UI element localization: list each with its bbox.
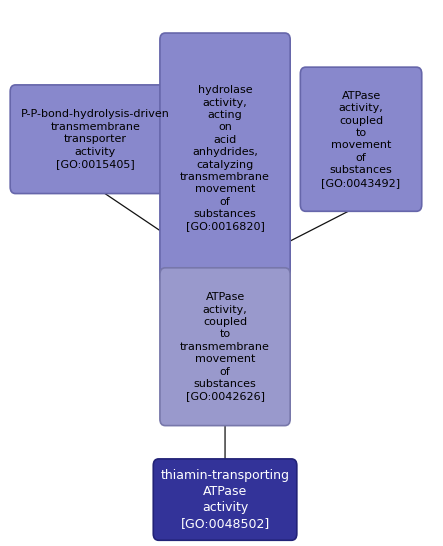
FancyBboxPatch shape (160, 33, 290, 284)
FancyBboxPatch shape (300, 67, 422, 211)
FancyBboxPatch shape (10, 85, 180, 194)
Text: hydrolase
activity,
acting
on
acid
anhydrides,
catalyzing
transmembrane
movement: hydrolase activity, acting on acid anhyd… (180, 85, 270, 232)
Text: P-P-bond-hydrolysis-driven
transmembrane
transporter
activity
[GO:0015405]: P-P-bond-hydrolysis-driven transmembrane… (21, 109, 170, 169)
FancyBboxPatch shape (160, 268, 290, 426)
FancyBboxPatch shape (153, 459, 297, 541)
Text: thiamin-transporting
ATPase
activity
[GO:0048502]: thiamin-transporting ATPase activity [GO… (160, 469, 290, 530)
Text: ATPase
activity,
coupled
to
transmembrane
movement
of
substances
[GO:0042626]: ATPase activity, coupled to transmembran… (180, 292, 270, 401)
Text: ATPase
activity,
coupled
to
movement
of
substances
[GO:0043492]: ATPase activity, coupled to movement of … (322, 91, 400, 188)
